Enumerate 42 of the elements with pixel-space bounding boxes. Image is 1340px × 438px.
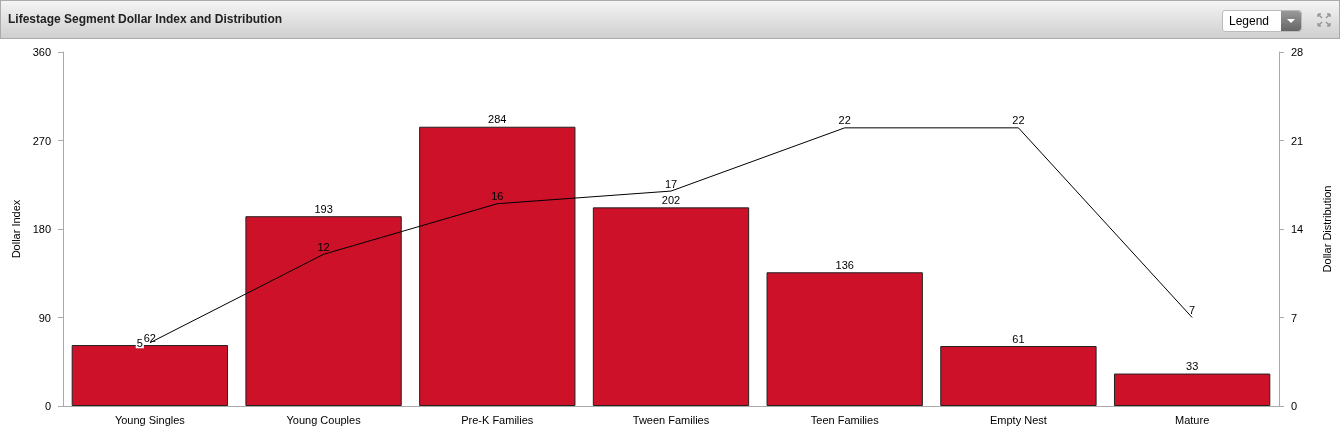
data-label: 284 [488,113,507,126]
data-label: 61 [1012,332,1025,345]
y2-tick-label: 21 [1291,134,1304,147]
data-label: 22 [838,114,851,127]
data-label: 33 [1186,360,1199,373]
dropdown-field: Legend [1222,10,1302,32]
bar [1113,373,1271,406]
x-tick-label: Mature [1175,413,1210,426]
data-label: 17 [664,177,678,190]
x-tick-label: Pre-K Families [461,413,534,426]
y-tick-label: 180 [32,223,51,235]
bar [940,346,1097,406]
data-label: 202 [661,193,681,206]
bar [592,207,750,406]
y-tick-label: 360 [32,46,51,58]
y-tick-label: 270 [32,134,51,147]
x-tick-label: Empty Nest [990,413,1047,426]
data-label: 193 [314,202,333,215]
x-tick-label: Tween Families [632,413,710,426]
data-label: 7 [1189,304,1196,316]
x-tick-label: Young Singles [114,413,186,426]
y2-tick-label: 0 [1291,400,1298,412]
data-label: 22 [1012,114,1025,127]
y2-tick-label: 28 [1291,46,1304,58]
chart-title: Lifestage Segment Dollar Index and Distribution [8,12,283,26]
y2-tick-label: 14 [1291,223,1304,235]
bar [766,272,923,406]
bar [71,345,229,406]
y-tick-label: 90 [38,311,51,324]
y-tick-label: 0 [44,400,51,412]
data-label: 5 [136,336,143,349]
x-tick-label: Young Couples [286,413,362,426]
bar [245,216,402,406]
data-label: 12 [317,240,330,253]
x-tick-label: Teen Families [810,413,880,426]
data-label: 136 [835,258,854,271]
y2-axis-title: Dollar Distribution [1320,185,1333,273]
y-axis-title: Dollar Index [9,199,22,259]
y2-tick-label: 7 [1291,311,1298,324]
data-label: 62 [143,331,156,344]
data-label: 16 [491,190,504,203]
bar [419,126,576,406]
